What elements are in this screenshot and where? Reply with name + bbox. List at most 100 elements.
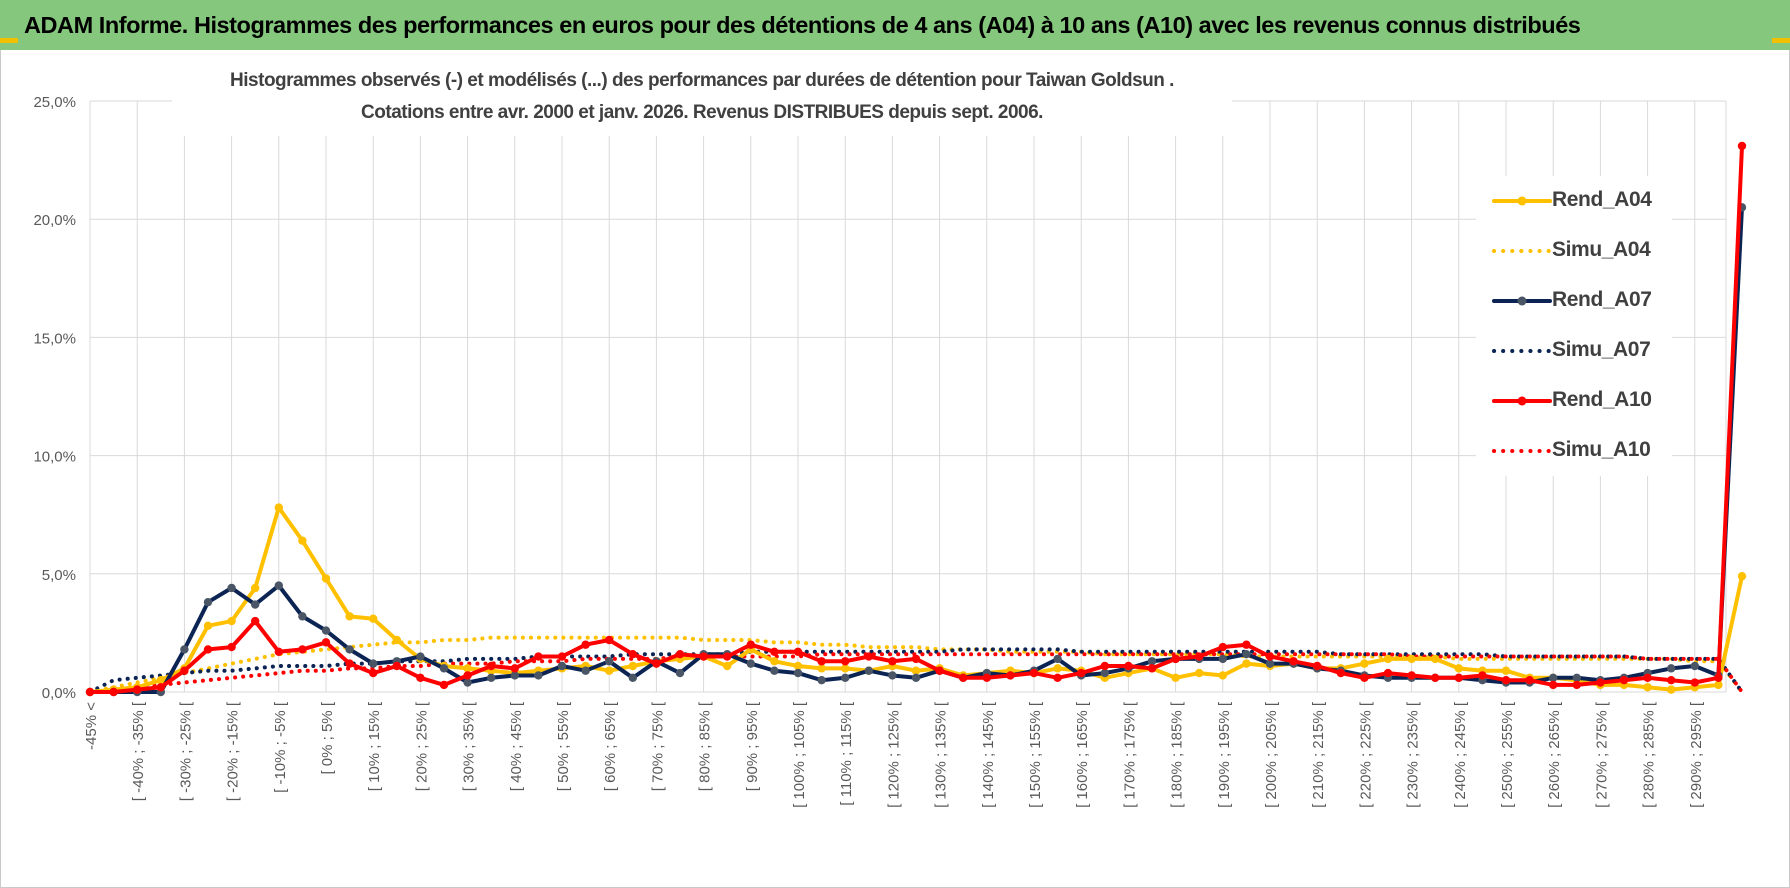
data-point	[746, 640, 755, 649]
x-tick-label: [ 80% ; 85% [	[697, 701, 714, 791]
x-tick-label: -45% <	[83, 702, 100, 750]
y-tick-label: 15,0%	[33, 330, 76, 347]
data-point	[510, 664, 519, 673]
x-tick-label: [ 120% ; 125% [	[885, 701, 902, 808]
x-tick-label: [ 90% ; 95% [	[744, 701, 761, 791]
data-point	[1265, 652, 1275, 661]
data-point	[345, 645, 354, 654]
data-point	[770, 666, 779, 675]
legend-item-simu-a04: Simu_A04	[1476, 226, 1672, 276]
legend-label: Rend_A07	[1552, 288, 1652, 311]
data-point	[203, 597, 213, 607]
data-point	[793, 647, 803, 657]
data-point	[180, 666, 189, 675]
data-point	[1549, 680, 1558, 690]
x-tick-label: [ 190% ; 195% [	[1216, 701, 1233, 808]
data-point	[1029, 668, 1039, 678]
legend-item-rend-a07: Rend_A07	[1476, 276, 1672, 326]
data-point	[1431, 654, 1440, 664]
data-point	[1360, 673, 1369, 683]
legend-label: Simu_A07	[1552, 338, 1651, 361]
data-point	[1313, 661, 1322, 671]
data-point	[274, 647, 283, 657]
legend-label: Rend_A10	[1552, 388, 1652, 411]
y-tick-label: 25,0%	[33, 94, 76, 111]
data-point	[1643, 683, 1652, 692]
x-tick-label: [ -40% ; -35% [	[130, 701, 147, 801]
data-point	[1053, 654, 1062, 664]
x-tick-label: [ 140% ; 145% [	[980, 701, 997, 808]
data-point	[1077, 668, 1086, 678]
data-point	[227, 642, 236, 652]
data-point	[133, 685, 142, 694]
x-tick-label: [ 110% ; 115% [	[838, 701, 855, 806]
x-tick-label: [ 270% ; 275% [	[1593, 701, 1610, 808]
data-point	[345, 612, 354, 621]
data-point	[1667, 685, 1676, 694]
data-point	[1690, 678, 1700, 687]
data-point	[817, 664, 826, 673]
data-point	[439, 680, 449, 690]
data-point	[1690, 661, 1700, 671]
data-point	[1737, 141, 1747, 151]
data-point	[1667, 664, 1676, 673]
data-point	[1289, 657, 1298, 666]
data-point	[251, 600, 260, 609]
legend-label: Simu_A10	[1552, 438, 1651, 461]
data-point	[628, 649, 637, 659]
y-axis-ticks: 0,0% 5,0% 10,0% 15,0% 20,0% 25,0%	[33, 94, 76, 702]
x-tick-label: [ 250% ; 255% [	[1499, 701, 1516, 808]
data-point	[746, 659, 755, 668]
x-tick-label: [ 150% ; 155% [	[1027, 701, 1044, 808]
legend-label: Rend_A04	[1552, 188, 1652, 211]
corner-mark-right	[1772, 38, 1790, 43]
data-point	[392, 661, 401, 671]
banner-title: ADAM Informe. Histogrammes des performan…	[24, 12, 1581, 38]
x-tick-label: [ 70% ; 75% [	[649, 701, 666, 791]
data-point	[1737, 571, 1747, 581]
data-point	[1549, 673, 1558, 683]
data-point	[1619, 675, 1629, 685]
series-markers-rend-a10	[85, 141, 1747, 697]
x-tick-label: [ 170% ; 175% [	[1121, 701, 1138, 808]
data-point	[1265, 659, 1275, 668]
data-point	[959, 673, 968, 683]
data-point	[1714, 673, 1723, 683]
data-point	[1242, 640, 1251, 649]
data-point	[1431, 673, 1440, 683]
data-point	[817, 657, 826, 666]
legend-swatch	[1492, 349, 1552, 353]
data-point	[628, 673, 637, 683]
x-tick-label: [ 130% ; 135% [	[933, 701, 950, 808]
data-point	[227, 583, 236, 593]
gridlines	[89, 100, 1727, 693]
data-point	[793, 661, 803, 671]
data-point	[156, 675, 165, 685]
data-point	[321, 574, 331, 583]
data-point	[321, 638, 331, 647]
x-tick-label: [ 160% ; 165% [	[1074, 701, 1091, 808]
legend-item-rend-a10: Rend_A10	[1476, 376, 1672, 426]
data-point	[841, 673, 850, 683]
data-point	[1501, 675, 1511, 685]
data-point	[1242, 659, 1251, 668]
legend-swatch	[1492, 196, 1552, 206]
x-tick-label: [ 200% ; 205% [	[1263, 701, 1280, 808]
legend-marker	[1517, 396, 1527, 406]
x-tick-label: [ 50% ; 55% [	[555, 701, 572, 791]
data-point	[911, 654, 921, 664]
data-point	[1525, 675, 1534, 685]
data-point	[864, 666, 873, 675]
data-point	[1360, 659, 1369, 668]
data-point	[911, 666, 921, 675]
data-point	[864, 652, 873, 661]
data-point	[1501, 666, 1511, 675]
data-point	[605, 635, 614, 645]
data-point	[1218, 671, 1228, 680]
data-point	[581, 640, 590, 649]
data-point	[911, 673, 921, 683]
legend-swatch	[1492, 296, 1552, 306]
legend-label: Simu_A04	[1552, 238, 1651, 261]
legend-item-rend-a04: Rend_A04	[1476, 176, 1672, 226]
